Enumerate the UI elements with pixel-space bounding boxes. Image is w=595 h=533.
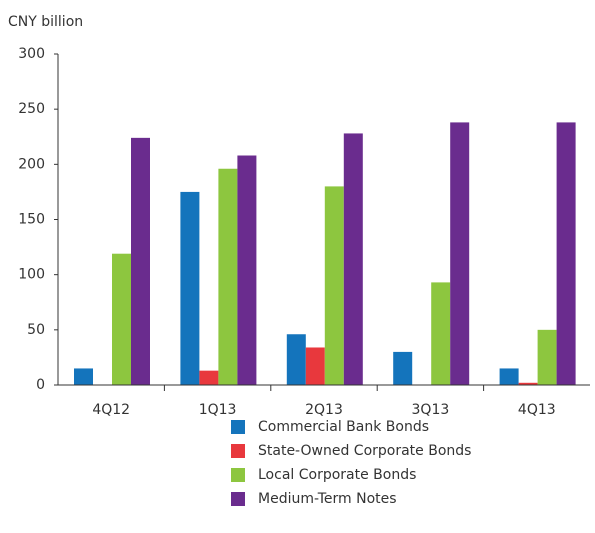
- bar: [218, 168, 238, 385]
- y-tick-label: 150: [18, 212, 45, 228]
- legend-swatch: [231, 420, 245, 434]
- bar: [343, 133, 363, 385]
- legend-label: Local Corporate Bonds: [258, 467, 416, 483]
- x-tick-label: 1Q13: [199, 402, 237, 418]
- bar: [450, 122, 470, 385]
- legend-label: Commercial Bank Bonds: [258, 419, 429, 435]
- bar: [199, 370, 219, 385]
- bar: [431, 282, 451, 385]
- legend-label: Medium-Term Notes: [258, 491, 397, 507]
- x-tick-label: 2Q13: [305, 402, 343, 418]
- y-axis-label: CNY billion: [8, 14, 83, 30]
- y-tick-label: 250: [18, 101, 45, 117]
- bar: [393, 351, 413, 385]
- bar: [180, 191, 200, 385]
- bar: [305, 347, 325, 385]
- bar: [556, 122, 576, 385]
- y-tick-label: 0: [36, 377, 45, 393]
- y-tick-label: 200: [18, 156, 45, 172]
- legend-swatch: [231, 444, 245, 458]
- y-tick-label: 100: [18, 267, 45, 283]
- bar: [518, 382, 538, 385]
- x-tick-label: 3Q13: [412, 402, 450, 418]
- y-tick-label: 300: [18, 46, 45, 62]
- x-tick-label: 4Q13: [518, 402, 556, 418]
- x-tick-label: 4Q12: [92, 402, 130, 418]
- bar: [237, 155, 257, 385]
- bar: [537, 329, 557, 385]
- bar: [131, 137, 150, 385]
- bar: [286, 334, 306, 385]
- legend-label: State-Owned Corporate Bonds: [258, 443, 471, 459]
- y-tick-label: 50: [27, 322, 45, 338]
- bar: [112, 253, 131, 385]
- bar: [324, 186, 344, 385]
- legend-swatch: [231, 492, 245, 506]
- bar: [499, 368, 519, 385]
- bar: [74, 368, 93, 385]
- legend-swatch: [231, 468, 245, 482]
